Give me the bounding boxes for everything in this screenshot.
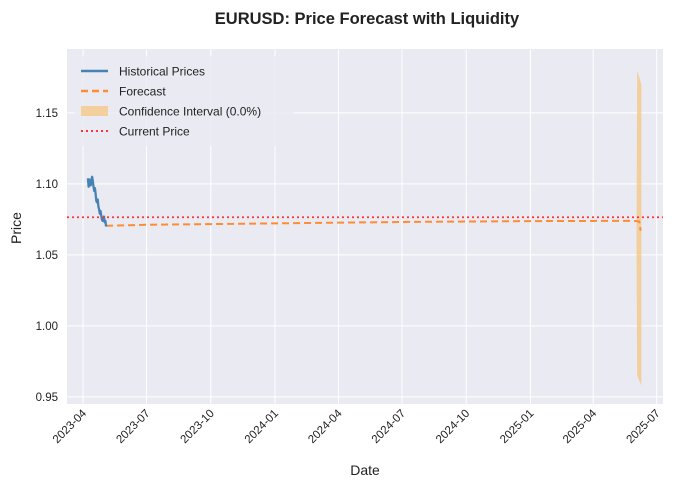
chart-title: EURUSD: Price Forecast with Liquidity [215, 10, 520, 28]
y-tick-label: 1.15 [36, 108, 58, 120]
forecast-line [106, 219, 642, 231]
x-tick-label: 2024-10 [434, 408, 472, 446]
confidence-band [636, 70, 642, 386]
x-tick-label: 2025-04 [561, 407, 600, 446]
series-layer [67, 175, 663, 231]
x-tick-label: 2025-07 [625, 408, 663, 446]
legend-ci-label: Confidence Interval (0.0%) [119, 105, 261, 119]
legend-current-label: Current Price [119, 125, 190, 139]
x-tick-label: 2023-10 [179, 408, 217, 446]
historical-price-line [86, 175, 108, 227]
y-tick-label: 1.00 [36, 321, 58, 333]
x-tick-label: 2024-01 [243, 408, 281, 446]
confidence-band-layer [636, 70, 642, 386]
y-axis-label: Price [8, 212, 24, 244]
x-axis-label: Date [350, 462, 380, 478]
x-tick-label: 2023-04 [51, 407, 90, 446]
legend-ci-swatch [81, 106, 108, 116]
y-tick-labels: 0.95 1.00 1.05 1.10 1.15 [36, 108, 58, 404]
x-tick-label: 2024-04 [306, 407, 345, 446]
y-tick-label: 1.10 [36, 179, 58, 191]
legend-forecast-label: Forecast [119, 85, 166, 99]
x-tick-label: 2025-01 [498, 408, 536, 446]
x-tick-label: 2023-07 [114, 408, 152, 446]
legend-box [74, 56, 294, 146]
legend: Historical Prices Forecast Confidence In… [74, 56, 294, 146]
y-tick-label: 1.05 [36, 250, 58, 262]
x-tick-labels: 2023-04 2023-07 2023-10 2024-01 2024-04 2024-… [51, 407, 663, 446]
x-tick-label: 2024-07 [370, 408, 408, 446]
y-tick-label: 0.95 [36, 392, 58, 404]
legend-historical-label: Historical Prices [119, 65, 205, 79]
